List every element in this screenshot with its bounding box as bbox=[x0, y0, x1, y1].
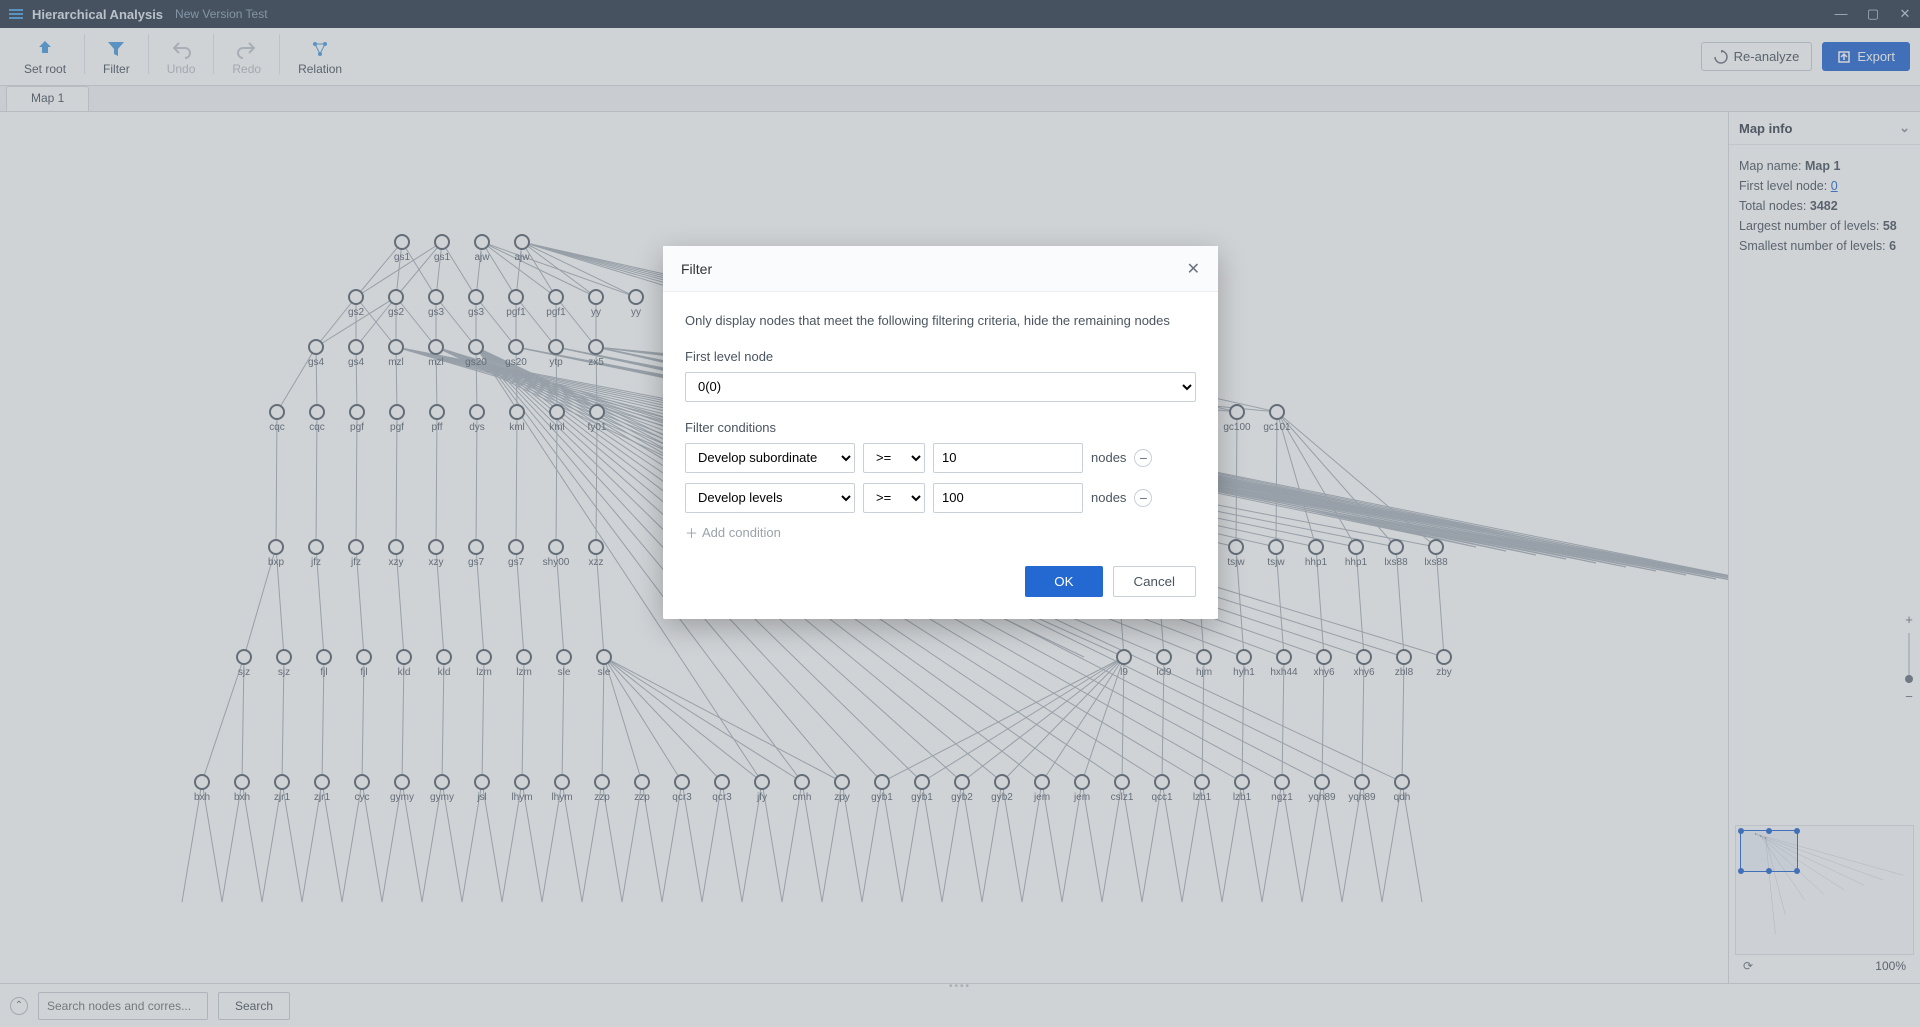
condition-row: Develop subordinate >= nodes − bbox=[685, 443, 1196, 473]
remove-condition-icon[interactable]: − bbox=[1134, 489, 1152, 507]
dialog-description: Only display nodes that meet the followi… bbox=[685, 312, 1196, 331]
add-condition-button[interactable]: ＋ Add condition bbox=[685, 523, 1196, 542]
ok-button[interactable]: OK bbox=[1025, 566, 1102, 597]
filter-dialog: Filter ✕ Only display nodes that meet th… bbox=[663, 246, 1218, 619]
condition-row: Develop levels >= nodes − bbox=[685, 483, 1196, 513]
condition-value-input[interactable] bbox=[933, 483, 1083, 513]
cancel-button[interactable]: Cancel bbox=[1113, 566, 1197, 597]
plus-icon: ＋ bbox=[685, 523, 698, 542]
filter-conditions-label: Filter conditions bbox=[685, 420, 1196, 435]
first-level-node-label: First level node bbox=[685, 349, 1196, 364]
first-level-node-select[interactable]: 0(0) bbox=[685, 372, 1196, 402]
remove-condition-icon[interactable]: − bbox=[1134, 449, 1152, 467]
condition-type-select[interactable]: Develop subordinate bbox=[685, 443, 855, 473]
condition-op-select[interactable]: >= bbox=[863, 443, 925, 473]
condition-op-select[interactable]: >= bbox=[863, 483, 925, 513]
dialog-title: Filter bbox=[681, 261, 712, 277]
dialog-close-icon[interactable]: ✕ bbox=[1187, 259, 1200, 279]
condition-value-input[interactable] bbox=[933, 443, 1083, 473]
condition-type-select[interactable]: Develop levels bbox=[685, 483, 855, 513]
